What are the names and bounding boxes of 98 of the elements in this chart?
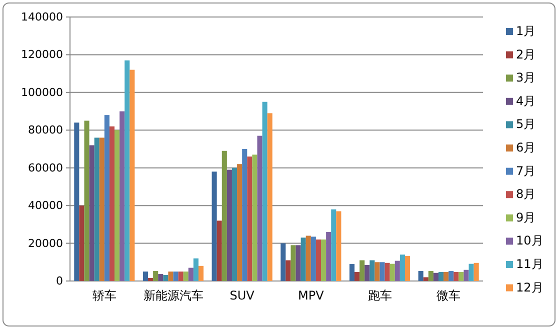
bar (130, 70, 135, 281)
bar (79, 206, 84, 281)
bar (404, 256, 410, 281)
bar (444, 272, 449, 281)
bar (188, 268, 194, 281)
bar (296, 245, 301, 281)
bar (267, 113, 272, 281)
bar (331, 209, 336, 281)
bar (280, 243, 286, 281)
y-tick-label: 80000 (28, 124, 63, 137)
legend-label: 1月 (516, 24, 536, 38)
legend-label: 12月 (516, 280, 544, 294)
y-tick-label: 120000 (21, 48, 63, 62)
legend-label: 11月 (516, 257, 544, 271)
bar (286, 260, 291, 281)
bar (474, 262, 479, 281)
bar (374, 262, 380, 281)
bar (74, 122, 80, 281)
bar (464, 270, 469, 281)
bar (232, 168, 238, 281)
bar (438, 272, 444, 281)
bar (262, 102, 268, 281)
bar (247, 156, 252, 281)
bar (148, 278, 154, 281)
bar (142, 272, 148, 281)
bar (168, 272, 174, 281)
bar (468, 264, 474, 281)
bar (94, 138, 100, 281)
x-tick-label: 微车 (436, 288, 461, 303)
bar (173, 272, 178, 281)
bar (336, 211, 342, 281)
bar (158, 274, 164, 281)
x-tick-label: 轿车 (92, 288, 116, 303)
y-tick-label: 100000 (21, 86, 63, 99)
bar (84, 120, 90, 281)
bar (360, 260, 365, 281)
bar (380, 262, 385, 281)
x-tick-label: 新能源汽车 (143, 288, 204, 303)
bar (448, 271, 454, 281)
bar (178, 272, 184, 281)
bar (454, 272, 459, 281)
bar (257, 136, 262, 281)
bar (237, 164, 242, 281)
bar (290, 245, 296, 281)
bar (390, 264, 395, 281)
bar (153, 271, 158, 281)
legend-label: 8月 (516, 187, 536, 202)
bar (212, 172, 217, 281)
bar (124, 60, 130, 281)
bar (198, 266, 204, 281)
y-tick-label: 60000 (28, 161, 63, 174)
bar (306, 236, 311, 281)
bar (104, 115, 110, 281)
bar (364, 264, 370, 281)
bar (326, 232, 332, 281)
bar (354, 272, 360, 281)
legend-label: 7月 (516, 164, 536, 178)
bar (193, 258, 198, 281)
bar (418, 271, 424, 281)
legend-label: 6月 (516, 140, 536, 154)
legend-label: 10月 (516, 234, 544, 248)
bar (349, 264, 355, 281)
y-tick-label: 40000 (28, 199, 63, 212)
bar (109, 126, 115, 281)
bar (99, 138, 104, 281)
bar (423, 277, 428, 281)
y-tick-label: 20000 (28, 236, 63, 250)
bar (300, 238, 306, 281)
x-tick-label: 跑车 (368, 288, 392, 303)
legend-label: 4月 (516, 94, 536, 108)
legend-label: 5月 (516, 117, 536, 132)
x-tick-label: MPV (298, 288, 325, 303)
bar (400, 254, 405, 281)
bar (226, 170, 232, 281)
y-tick-label: 140000 (21, 10, 63, 24)
x-tick-label: SUV (230, 288, 256, 303)
bar (370, 260, 375, 281)
bar (120, 111, 125, 281)
bar (428, 271, 434, 281)
legend-label: 2月 (516, 47, 536, 62)
bar (114, 130, 120, 281)
bar (384, 262, 390, 281)
y-tick-label: 0 (56, 274, 63, 288)
bar (242, 149, 248, 281)
bar (89, 145, 94, 281)
bar (252, 154, 258, 281)
bar (458, 272, 464, 281)
bar (222, 150, 227, 281)
bar (321, 240, 326, 281)
bar (433, 272, 438, 281)
bar (316, 240, 322, 281)
bar (163, 274, 168, 281)
bar (394, 260, 400, 281)
legend-label: 9月 (516, 210, 536, 224)
bar (216, 220, 222, 281)
bar (310, 236, 316, 281)
legend-label: 3月 (516, 70, 536, 85)
bar (183, 272, 188, 281)
